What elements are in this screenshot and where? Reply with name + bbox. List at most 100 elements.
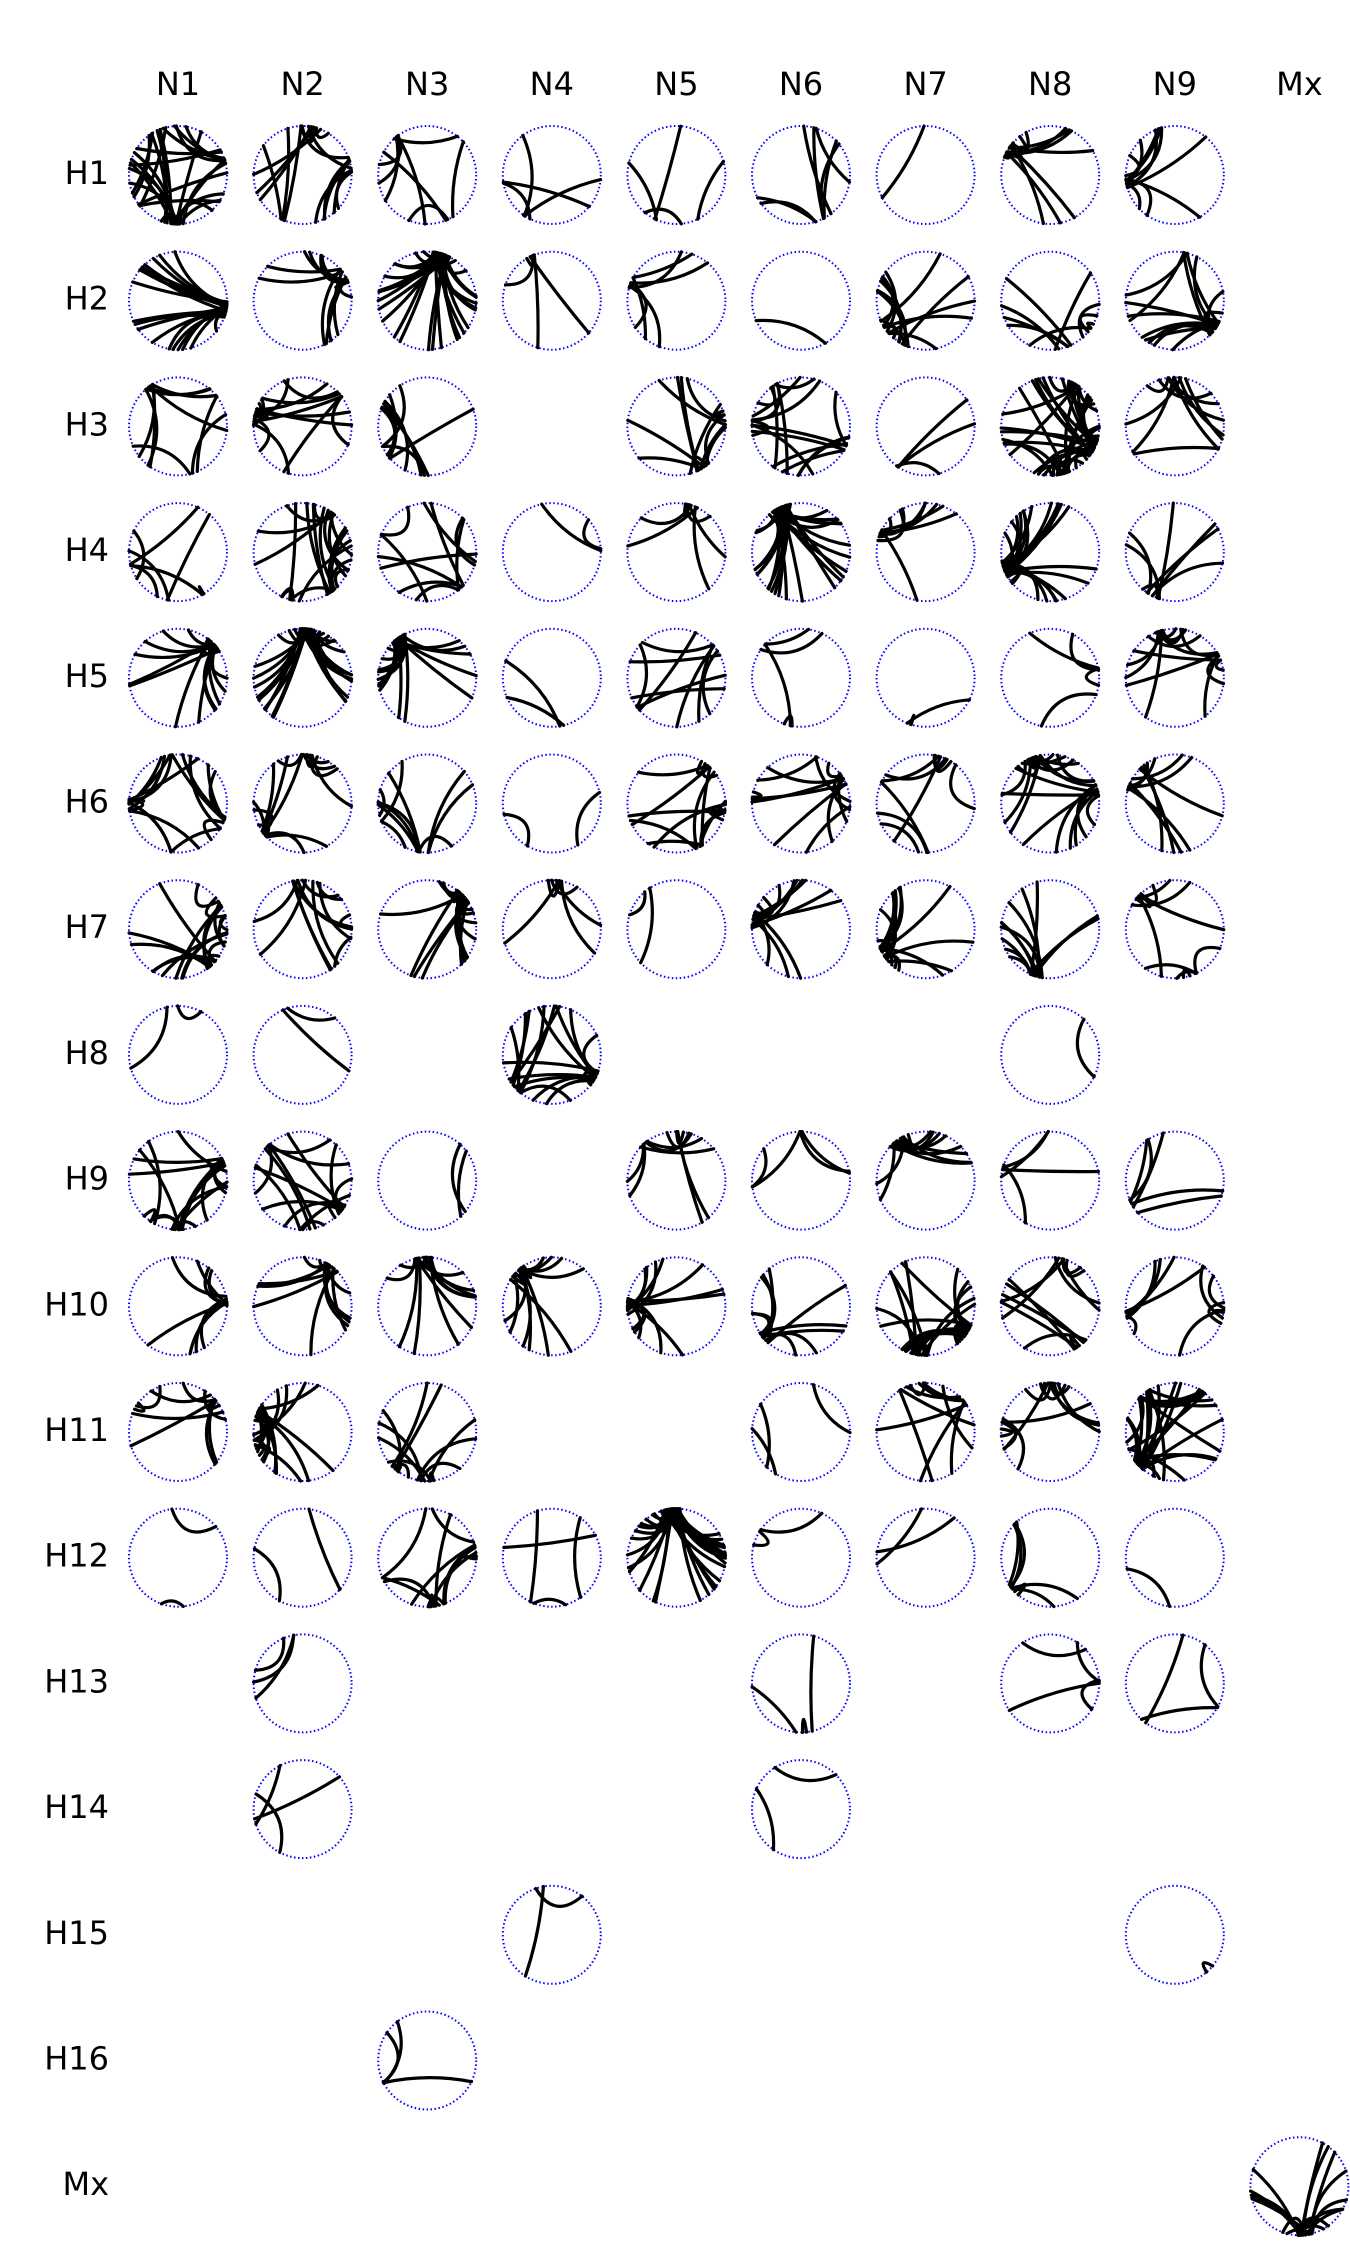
circle-outline	[377, 1382, 478, 1482]
chord-line	[908, 1381, 927, 1397]
circle-outline	[751, 753, 851, 854]
column-label-n2: N2	[280, 65, 324, 103]
chord-line	[628, 890, 647, 917]
circle-outline	[626, 879, 727, 980]
chord-line	[626, 1260, 658, 1316]
circle-outline	[252, 125, 353, 225]
chord-cell-h5-n5	[626, 627, 727, 729]
chord-line	[127, 754, 167, 811]
chord-line	[305, 501, 332, 595]
chord-line	[1022, 1332, 1088, 1350]
chord-line	[323, 1263, 350, 1328]
chord-line	[314, 168, 353, 224]
chord-cell-h4-n8	[1000, 501, 1101, 603]
chord-line	[704, 413, 726, 465]
chord-line	[1310, 2198, 1348, 2236]
chord-line	[999, 1257, 1066, 1303]
chord-line	[1136, 1194, 1223, 1215]
chord-line	[170, 753, 226, 822]
chord-line	[754, 1787, 776, 1852]
chord-line	[445, 254, 468, 275]
chord-line	[286, 1132, 346, 1209]
chord-line	[149, 1389, 212, 1404]
chord-line	[1134, 1396, 1144, 1463]
chord-cell-h6-n8	[1000, 753, 1101, 854]
chord-line	[127, 549, 170, 602]
chord-line	[521, 133, 534, 218]
chord-line	[640, 640, 715, 654]
chord-line	[904, 1385, 962, 1400]
chord-line	[128, 647, 220, 688]
chord-line	[898, 1135, 906, 1145]
chord-line	[899, 1388, 976, 1427]
chord-cell-h2-n2	[252, 250, 354, 351]
chord-cell-h5-n2	[252, 627, 354, 728]
chord-cell-h8-n8	[1000, 1004, 1101, 1105]
circle-outline	[626, 1256, 727, 1357]
chord-line	[751, 917, 790, 979]
chord-cell-h1-n8	[1000, 125, 1101, 226]
chord-line	[1155, 630, 1219, 656]
circle-outline	[128, 1382, 228, 1482]
circle-outline	[875, 1382, 976, 1482]
chord-cell-h1-n6	[751, 124, 852, 225]
chord-line	[1039, 692, 1098, 728]
circle-outline	[252, 1382, 353, 1482]
chord-line	[392, 134, 459, 145]
chord-line	[1130, 880, 1192, 908]
chord-line	[451, 889, 465, 904]
chord-cell-h1-n4	[501, 125, 603, 225]
chord-line	[625, 1267, 648, 1310]
chord-line	[307, 1507, 342, 1591]
chord-line	[1132, 445, 1221, 456]
circle-outline	[377, 2010, 478, 2111]
chord-line	[904, 1260, 918, 1356]
circle-outline	[875, 1507, 976, 1608]
chord-line	[283, 1201, 346, 1228]
chord-line	[252, 1547, 282, 1603]
chord-line	[518, 1256, 545, 1272]
chord-line	[252, 1633, 296, 1684]
chord-line	[296, 878, 354, 931]
chord-line	[252, 422, 291, 475]
chord-cell-h12-n2	[252, 1507, 353, 1608]
chord-line	[534, 1886, 584, 1908]
circle-outline	[252, 502, 353, 603]
row-label-h15: H15	[44, 1914, 109, 1952]
column-label-n6: N6	[779, 65, 823, 103]
chord-line	[881, 275, 895, 328]
circle-outline	[626, 125, 727, 225]
chord-line	[252, 1438, 266, 1457]
circle-outline	[1124, 1884, 1225, 1985]
chord-line	[378, 788, 386, 817]
chord-line	[773, 1766, 838, 1783]
chord-cell-h2-n1	[128, 250, 229, 352]
chord-line	[1126, 786, 1192, 852]
circle-outline	[1000, 1130, 1101, 1231]
chord-line	[882, 314, 973, 329]
chord-line	[177, 201, 214, 226]
chord-line	[326, 1262, 352, 1295]
chord-cell-h6-n2	[252, 752, 354, 855]
chord-line	[254, 1633, 296, 1700]
chord-line	[1137, 894, 1163, 978]
chord-cell-h16-n3	[377, 2010, 478, 2111]
chord-line	[1008, 383, 1079, 457]
chord-cell-h12-n1	[128, 1507, 228, 1608]
chord-line	[1140, 321, 1219, 339]
chord-line	[1009, 1522, 1026, 1589]
chord-line	[256, 1409, 335, 1473]
chord-cell-h10-n8	[999, 1256, 1101, 1357]
chord-line	[523, 1884, 545, 1978]
chord-line	[531, 1075, 597, 1102]
chord-line	[637, 631, 698, 712]
chord-line	[387, 771, 422, 854]
chord-line	[1006, 323, 1069, 349]
chord-line	[308, 753, 339, 778]
chord-cell-h10-n5	[625, 1256, 727, 1357]
chord-line	[144, 387, 159, 467]
chord-line	[523, 178, 603, 218]
chord-line	[131, 444, 192, 476]
chord-line	[750, 1427, 778, 1476]
